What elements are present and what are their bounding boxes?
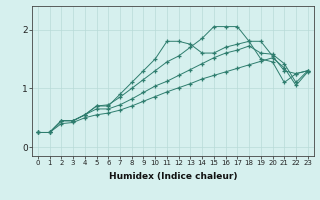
X-axis label: Humidex (Indice chaleur): Humidex (Indice chaleur) [108, 172, 237, 181]
